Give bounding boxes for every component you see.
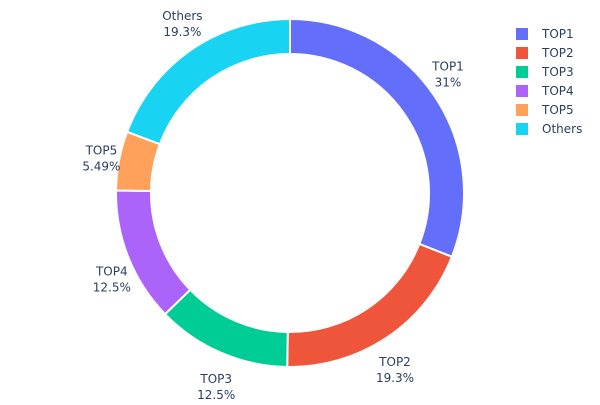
- slice-label-top1: TOP1 31%: [431, 60, 464, 90]
- slice-label-name: TOP4: [95, 264, 128, 278]
- slice-labels-group: TOP1 31% TOP2 19.3% TOP3 12.5% TOP4 12.5% TOP5 5.…: [82, 9, 464, 402]
- slice-label-top4: TOP4 12.5%: [93, 264, 131, 294]
- slice-top4[interactable]: [115, 189, 192, 316]
- legend-label: TOP5: [541, 103, 574, 117]
- slice-label-value: 5.49%: [82, 160, 120, 174]
- slice-label-value: 19.3%: [163, 25, 201, 39]
- slices-group: [115, 17, 465, 368]
- slice-label-name: TOP5: [85, 144, 118, 158]
- legend-item-others[interactable]: Others: [516, 122, 582, 136]
- legend-label: TOP4: [541, 84, 574, 98]
- legend-swatch: [516, 47, 528, 59]
- legend-swatch: [516, 85, 528, 97]
- slice-label-top5: TOP5 5.49%: [82, 144, 120, 174]
- slice-others[interactable]: [125, 17, 291, 146]
- slice-label-value: 12.5%: [93, 280, 131, 294]
- legend-item-top3[interactable]: TOP3: [516, 65, 574, 79]
- legend-swatch: [516, 28, 528, 40]
- legend-swatch: [516, 66, 528, 78]
- legend-label: Others: [542, 122, 582, 136]
- slice-top3[interactable]: [163, 288, 289, 368]
- slice-label-value: 12.5%: [197, 388, 235, 400]
- slice-top2[interactable]: [286, 242, 454, 368]
- slice-label-value: 19.3%: [376, 371, 414, 385]
- legend-swatch: [516, 104, 528, 116]
- slice-label-value: 31%: [435, 76, 462, 90]
- legend-swatch: [516, 123, 528, 135]
- legend-item-top4[interactable]: TOP4: [516, 84, 574, 98]
- slice-label-others: Others 19.3%: [162, 9, 202, 39]
- legend-label: TOP1: [541, 27, 574, 41]
- slice-top1[interactable]: [289, 17, 465, 259]
- legend-item-top1[interactable]: TOP1: [516, 27, 574, 41]
- slice-label-top3: TOP3 12.5%: [197, 372, 235, 400]
- slice-label-name: TOP3: [199, 372, 232, 386]
- slice-label-top2: TOP2 19.3%: [376, 355, 414, 385]
- slice-label-name: Others: [162, 9, 202, 23]
- slice-label-name: TOP1: [431, 60, 464, 74]
- legend-item-top5[interactable]: TOP5: [516, 103, 574, 117]
- legend[interactable]: TOP1 TOP2 TOP3 TOP4 TOP5 Others: [516, 27, 582, 136]
- legend-item-top2[interactable]: TOP2: [516, 46, 574, 60]
- legend-label: TOP3: [541, 65, 574, 79]
- slice-label-name: TOP2: [378, 355, 411, 369]
- legend-label: TOP2: [541, 46, 574, 60]
